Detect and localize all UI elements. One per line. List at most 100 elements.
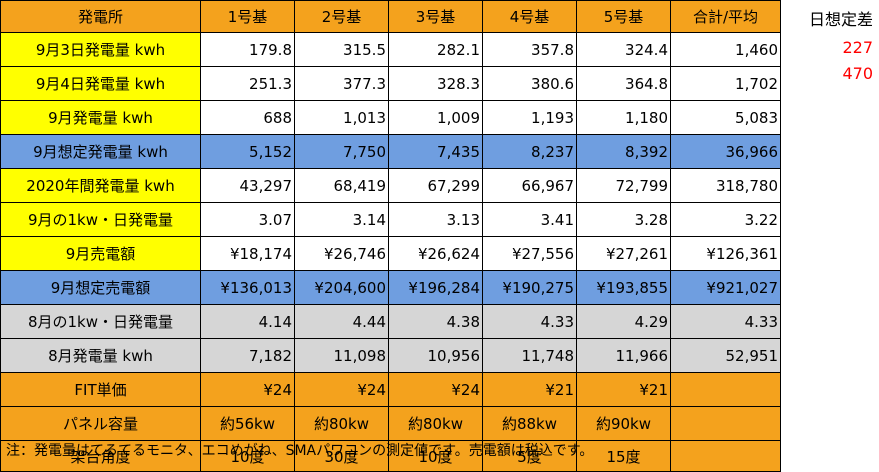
- data-cell[interactable]: 4.38: [388, 304, 483, 339]
- data-cell[interactable]: 66,967: [482, 168, 577, 203]
- data-cell[interactable]: 8,392: [576, 134, 671, 169]
- column-header[interactable]: 1号基: [200, 0, 295, 33]
- data-cell[interactable]: 約80kw: [294, 406, 389, 441]
- data-cell[interactable]: 10,956: [388, 338, 483, 373]
- data-cell[interactable]: 11,966: [576, 338, 671, 373]
- data-cell[interactable]: 179.8: [200, 32, 295, 67]
- data-cell[interactable]: 約80kw: [388, 406, 483, 441]
- column-header[interactable]: 発電所: [0, 0, 201, 33]
- row-label[interactable]: 9月3日発電量 kwh: [0, 32, 201, 67]
- data-cell[interactable]: ¥21: [482, 372, 577, 407]
- data-cell[interactable]: 43,297: [200, 168, 295, 203]
- data-cell[interactable]: 3.07: [200, 202, 295, 237]
- data-cell[interactable]: ¥26,746: [294, 236, 389, 271]
- data-cell[interactable]: ¥24: [388, 372, 483, 407]
- data-cell[interactable]: 3.28: [576, 202, 671, 237]
- table-row: 9月の1kw・日発電量 3.07 3.14 3.13 3.41 3.28 3.22: [0, 202, 781, 237]
- data-cell[interactable]: 4.44: [294, 304, 389, 339]
- data-cell[interactable]: ¥24: [200, 372, 295, 407]
- row-label[interactable]: 9月想定発電量 kwh: [0, 134, 201, 169]
- data-cell[interactable]: 4.33: [482, 304, 577, 339]
- data-cell[interactable]: 4.29: [576, 304, 671, 339]
- row-label[interactable]: FIT単価: [0, 372, 201, 407]
- footnote: 注：発電量はてるてるモニタ、エコめがね、SMAパワコンの測定値です。売電額は税込…: [6, 443, 594, 459]
- data-cell[interactable]: 318,780: [670, 168, 781, 203]
- data-cell[interactable]: 251.3: [200, 66, 295, 101]
- table-row: FIT単価 ¥24 ¥24 ¥24 ¥21 ¥21: [0, 372, 781, 407]
- data-cell[interactable]: 68,419: [294, 168, 389, 203]
- daily-expected-diff-value: 227: [842, 38, 873, 57]
- data-cell[interactable]: ¥190,275: [482, 270, 577, 305]
- data-cell[interactable]: 357.8: [482, 32, 577, 67]
- row-label[interactable]: 9月想定売電額: [0, 270, 201, 305]
- data-cell[interactable]: ¥24: [294, 372, 389, 407]
- data-cell[interactable]: 3.13: [388, 202, 483, 237]
- data-cell[interactable]: 380.6: [482, 66, 577, 101]
- data-cell[interactable]: 328.3: [388, 66, 483, 101]
- data-cell[interactable]: 364.8: [576, 66, 671, 101]
- data-cell[interactable]: ¥18,174: [200, 236, 295, 271]
- data-cell[interactable]: 7,750: [294, 134, 389, 169]
- data-cell[interactable]: 5,083: [670, 100, 781, 135]
- row-label[interactable]: 9月4日発電量 kwh: [0, 66, 201, 101]
- data-cell[interactable]: ¥126,361: [670, 236, 781, 271]
- data-cell[interactable]: 約56kw: [200, 406, 295, 441]
- data-cell[interactable]: 1,460: [670, 32, 781, 67]
- data-cell[interactable]: ¥921,027: [670, 270, 781, 305]
- data-cell[interactable]: 4.14: [200, 304, 295, 339]
- row-label[interactable]: 9月売電額: [0, 236, 201, 271]
- data-cell[interactable]: ¥26,624: [388, 236, 483, 271]
- data-cell[interactable]: 67,299: [388, 168, 483, 203]
- data-cell[interactable]: 688: [200, 100, 295, 135]
- data-cell[interactable]: 8,237: [482, 134, 577, 169]
- column-header[interactable]: 合計/平均: [670, 0, 781, 33]
- row-label[interactable]: パネル容量: [0, 406, 201, 441]
- data-cell[interactable]: 324.4: [576, 32, 671, 67]
- data-cell[interactable]: 11,748: [482, 338, 577, 373]
- table-row: 9月想定発電量 kwh 5,152 7,750 7,435 8,237 8,392 36,9…: [0, 134, 781, 169]
- data-cell[interactable]: 315.5: [294, 32, 389, 67]
- data-cell[interactable]: 1,013: [294, 100, 389, 135]
- row-label[interactable]: 9月の1kw・日発電量: [0, 202, 201, 237]
- row-label[interactable]: 8月発電量 kwh: [0, 338, 201, 373]
- column-header[interactable]: 2号基: [294, 0, 389, 33]
- data-cell[interactable]: ¥196,284: [388, 270, 483, 305]
- data-cell[interactable]: 3.41: [482, 202, 577, 237]
- data-cell[interactable]: ¥27,261: [576, 236, 671, 271]
- data-cell[interactable]: ¥136,013: [200, 270, 295, 305]
- data-cell[interactable]: 1,702: [670, 66, 781, 101]
- data-cell[interactable]: 1,193: [482, 100, 577, 135]
- data-cell[interactable]: 約90kw: [576, 406, 671, 441]
- data-cell[interactable]: 1,009: [388, 100, 483, 135]
- data-cell[interactable]: ¥204,600: [294, 270, 389, 305]
- row-label[interactable]: 2020年間発電量 kwh: [0, 168, 201, 203]
- data-cell[interactable]: 36,966: [670, 134, 781, 169]
- data-cell[interactable]: ¥21: [576, 372, 671, 407]
- data-cell[interactable]: 377.3: [294, 66, 389, 101]
- row-label[interactable]: 9月発電量 kwh: [0, 100, 201, 135]
- table-row: 9月3日発電量 kwh 179.8 315.5 282.1 357.8 324.4 1,46…: [0, 32, 781, 67]
- column-header[interactable]: 4号基: [482, 0, 577, 33]
- data-cell[interactable]: [670, 440, 781, 472]
- data-cell[interactable]: ¥193,855: [576, 270, 671, 305]
- table-row: 9月想定売電額 ¥136,013 ¥204,600 ¥196,284 ¥190,275 ¥…: [0, 270, 781, 305]
- data-cell[interactable]: 7,182: [200, 338, 295, 373]
- data-cell[interactable]: [670, 406, 781, 441]
- data-cell[interactable]: 5,152: [200, 134, 295, 169]
- data-cell[interactable]: 約88kw: [482, 406, 577, 441]
- column-header[interactable]: 5号基: [576, 0, 671, 33]
- row-label[interactable]: 8月の1kw・日発電量: [0, 304, 201, 339]
- data-cell[interactable]: 7,435: [388, 134, 483, 169]
- data-cell[interactable]: ¥27,556: [482, 236, 577, 271]
- data-cell[interactable]: 72,799: [576, 168, 671, 203]
- data-cell[interactable]: 52,951: [670, 338, 781, 373]
- data-cell[interactable]: 282.1: [388, 32, 483, 67]
- data-cell[interactable]: 11,098: [294, 338, 389, 373]
- data-cell[interactable]: 1,180: [576, 100, 671, 135]
- column-header[interactable]: 3号基: [388, 0, 483, 33]
- data-cell[interactable]: 3.14: [294, 202, 389, 237]
- table-row: 9月4日発電量 kwh 251.3 377.3 328.3 380.6 364.8 1,70…: [0, 66, 781, 101]
- data-cell[interactable]: 4.33: [670, 304, 781, 339]
- data-cell[interactable]: [670, 372, 781, 407]
- data-cell[interactable]: 3.22: [670, 202, 781, 237]
